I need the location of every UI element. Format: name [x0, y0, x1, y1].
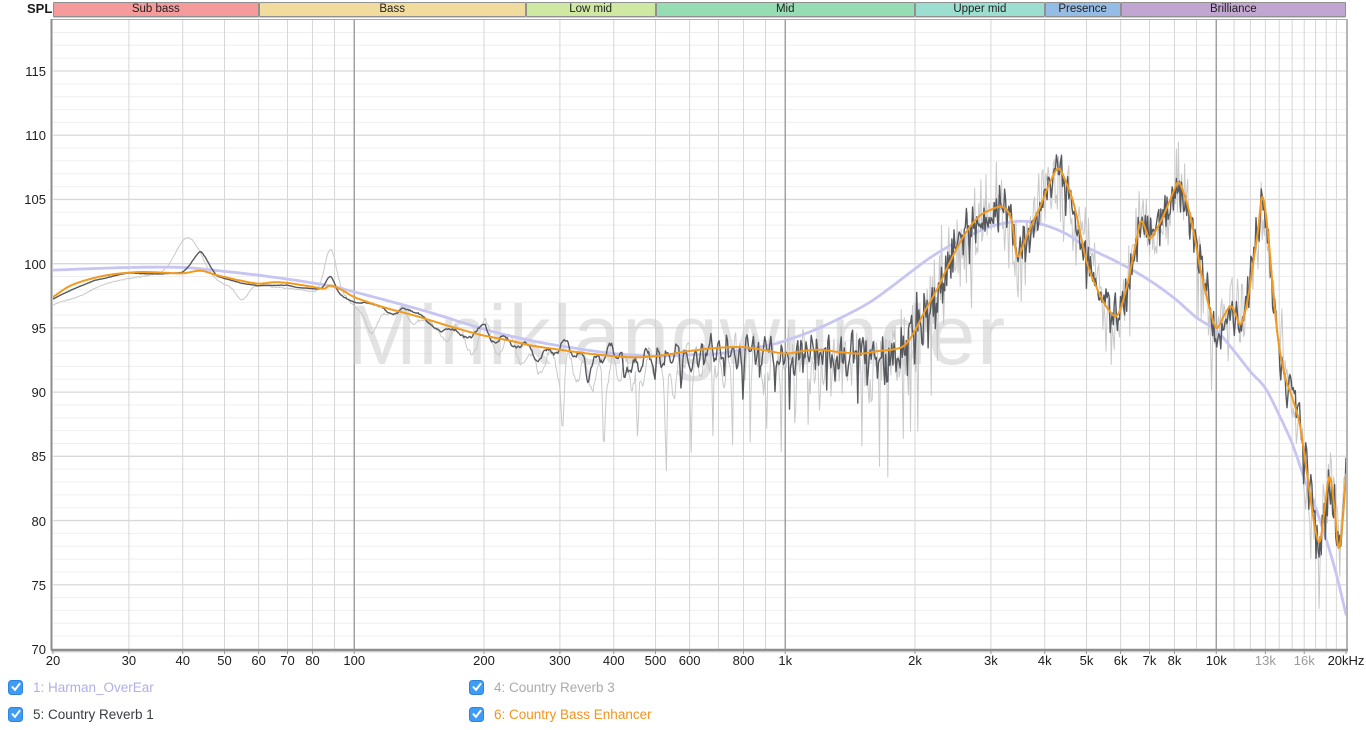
legend-label[interactable]: 6: Country Bass Enhancer	[494, 706, 652, 722]
checkbox-bass-enhancer[interactable]	[469, 706, 484, 722]
legend-label[interactable]: 1: Harman_OverEar	[33, 679, 154, 695]
band-upper-mid: Upper mid	[915, 2, 1045, 17]
y-axis-title: SPL	[27, 1, 53, 16]
legend-row-reverb1: 5: Country Reverb 1	[8, 703, 458, 725]
legend-row-harman: 1: Harman_OverEar	[8, 676, 458, 698]
legend-row-reverb3: 4: Country Reverb 3	[469, 676, 919, 698]
checkbox-reverb1[interactable]	[8, 706, 23, 722]
frequency-band-bar: Sub bass Bass Low mid Mid Upper mid Pres…	[0, 2, 1366, 17]
curve-bass_enhancer	[53, 167, 1346, 549]
checkmark-icon	[11, 682, 21, 692]
curve-harman	[53, 219, 1346, 616]
checkbox-reverb3[interactable]	[469, 679, 484, 695]
band-sub-bass: Sub bass	[53, 2, 259, 17]
band-low-mid: Low mid	[525, 2, 656, 17]
band-mid: Mid	[655, 2, 915, 17]
checkmark-icon	[472, 682, 482, 692]
checkmark-icon	[472, 709, 482, 719]
legend-label[interactable]: 4: Country Reverb 3	[494, 679, 615, 695]
checkbox-harman[interactable]	[8, 679, 23, 695]
band-brilliance: Brilliance	[1120, 2, 1346, 17]
band-presence: Presence	[1044, 2, 1121, 17]
legend-row-bass-enhancer: 6: Country Bass Enhancer	[469, 703, 919, 725]
band-bass: Bass	[258, 2, 526, 17]
legend-label[interactable]: 5: Country Reverb 1	[33, 706, 154, 722]
checkmark-icon	[11, 709, 21, 719]
